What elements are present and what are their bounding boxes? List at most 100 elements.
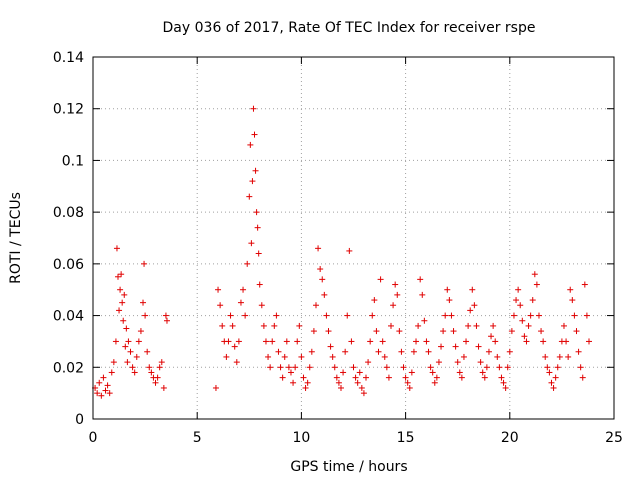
data-point xyxy=(96,379,103,386)
data-point xyxy=(283,338,290,345)
data-point xyxy=(498,374,505,381)
data-point xyxy=(569,297,576,304)
data-point xyxy=(227,312,234,319)
data-point xyxy=(519,317,526,324)
data-point xyxy=(390,302,397,309)
data-point xyxy=(556,353,563,360)
x-tick-label: 10 xyxy=(292,430,310,446)
data-point xyxy=(510,312,517,319)
data-point xyxy=(119,299,126,306)
data-point xyxy=(448,312,455,319)
data-point xyxy=(404,379,411,386)
data-point xyxy=(444,286,451,293)
data-point xyxy=(321,291,328,298)
data-point xyxy=(546,369,553,376)
data-point xyxy=(123,325,130,332)
data-point xyxy=(273,312,280,319)
data-point xyxy=(367,338,374,345)
x-axis-label: GPS time / hours xyxy=(290,459,407,475)
data-point xyxy=(337,384,344,391)
data-point xyxy=(581,281,588,288)
data-point xyxy=(550,384,557,391)
data-point xyxy=(131,369,138,376)
data-point xyxy=(98,392,105,399)
data-point xyxy=(244,260,251,267)
data-point xyxy=(567,286,574,293)
data-point xyxy=(113,245,120,252)
data-point xyxy=(579,374,586,381)
data-point xyxy=(435,359,442,366)
data-point xyxy=(433,374,440,381)
data-point xyxy=(122,343,129,350)
data-point xyxy=(219,322,226,329)
data-point xyxy=(373,328,380,335)
data-point xyxy=(535,312,542,319)
data-point xyxy=(429,369,436,376)
data-point xyxy=(529,297,536,304)
data-point xyxy=(248,240,255,247)
y-tick-label: 0 xyxy=(75,412,84,428)
data-point xyxy=(315,245,322,252)
y-tick-label: 0.06 xyxy=(53,257,84,273)
data-point xyxy=(156,364,163,371)
data-point xyxy=(317,266,324,273)
data-point xyxy=(240,286,247,293)
data-point xyxy=(135,338,142,345)
data-point xyxy=(242,312,249,319)
data-point xyxy=(308,348,315,355)
data-point xyxy=(110,359,117,366)
data-point xyxy=(116,307,123,314)
data-point xyxy=(521,333,528,340)
data-point xyxy=(251,131,258,138)
y-tick-label: 0.12 xyxy=(53,102,84,118)
data-points xyxy=(92,105,592,399)
x-tick-label: 0 xyxy=(89,430,98,446)
data-point xyxy=(352,374,359,381)
data-point xyxy=(279,374,286,381)
data-point xyxy=(120,317,127,324)
data-point xyxy=(508,328,515,335)
data-point xyxy=(233,359,240,366)
data-point xyxy=(554,364,561,371)
data-point xyxy=(215,286,222,293)
data-point xyxy=(333,374,340,381)
data-point xyxy=(538,328,545,335)
axis-ticks: 0 0.02 0.04 0.06 0.08 0.1 0.12 0.14 0 5 10 15 20 25 xyxy=(53,50,623,446)
data-point xyxy=(417,276,424,283)
data-point xyxy=(298,353,305,360)
data-point xyxy=(419,291,426,298)
data-point xyxy=(106,390,113,397)
data-point xyxy=(371,297,378,304)
data-point xyxy=(542,353,549,360)
data-point xyxy=(348,338,355,345)
data-point xyxy=(142,312,149,319)
data-point xyxy=(469,286,476,293)
data-point xyxy=(237,299,244,306)
data-point xyxy=(500,379,507,386)
data-point xyxy=(342,348,349,355)
data-point xyxy=(575,348,582,355)
data-point xyxy=(265,353,272,360)
data-point xyxy=(310,328,317,335)
data-point xyxy=(365,359,372,366)
data-point xyxy=(488,333,495,340)
data-point xyxy=(146,364,153,371)
data-point xyxy=(483,364,490,371)
data-point xyxy=(246,193,253,200)
data-point xyxy=(471,302,478,309)
data-point xyxy=(102,387,109,394)
x-tick-label: 5 xyxy=(193,430,202,446)
data-point xyxy=(100,374,107,381)
data-point xyxy=(381,353,388,360)
data-point xyxy=(255,250,262,257)
data-point xyxy=(137,328,144,335)
data-point xyxy=(271,322,278,329)
data-point xyxy=(385,374,392,381)
data-point xyxy=(379,338,386,345)
data-point xyxy=(410,348,417,355)
data-point xyxy=(477,359,484,366)
data-point xyxy=(331,364,338,371)
data-point xyxy=(112,338,119,345)
data-point xyxy=(473,322,480,329)
